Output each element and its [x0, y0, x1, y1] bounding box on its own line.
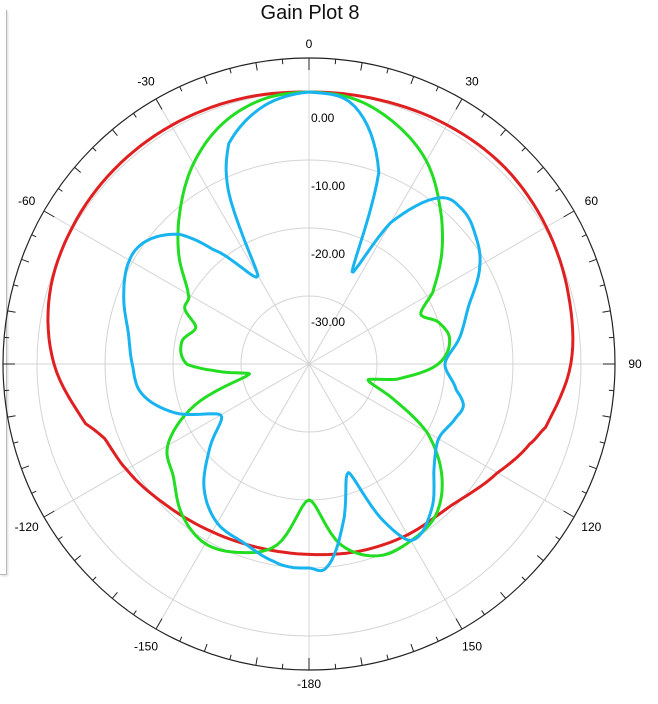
- grid-spoke: [308, 363, 575, 518]
- angle-tick: [536, 166, 544, 173]
- angle-tick: [111, 129, 118, 137]
- angle-label: -30: [137, 75, 155, 89]
- chart-title: Gain Plot 8: [260, 2, 360, 24]
- angle-tick: [481, 610, 485, 615]
- angle-label: -180: [297, 677, 321, 691]
- radial-label: -30.00: [311, 315, 345, 329]
- grid-spoke: [43, 363, 310, 518]
- angle-tick: [203, 643, 208, 652]
- angle-tick: [155, 618, 163, 630]
- grid-spoke: [43, 210, 310, 365]
- angle-label: 30: [465, 75, 479, 89]
- series-curve-3: [122, 90, 482, 573]
- angle-tick: [229, 654, 232, 660]
- angle-tick: [31, 490, 37, 494]
- angle-tick: [229, 68, 232, 74]
- angle-tick: [435, 86, 439, 92]
- angle-tick: [602, 310, 611, 313]
- angle-tick: [555, 536, 560, 540]
- side-panel-edge: [0, 10, 7, 575]
- angle-tick: [599, 284, 605, 287]
- angle-tick: [43, 510, 55, 518]
- grid-spoke: [155, 363, 310, 630]
- angle-tick: [599, 441, 605, 444]
- radial-label: 0.00: [311, 111, 335, 125]
- angle-tick: [179, 86, 183, 92]
- angle-tick: [435, 636, 439, 642]
- angle-label: 0: [306, 37, 313, 51]
- angle-tick: [111, 591, 118, 599]
- grid-spoke: [155, 98, 310, 365]
- angle-tick: [13, 441, 19, 444]
- angle-tick: [92, 576, 97, 581]
- grid-spoke: [308, 363, 463, 630]
- angle-tick: [255, 62, 258, 71]
- angle-tick: [58, 536, 63, 540]
- angle-label: -150: [134, 639, 158, 653]
- angle-label: 150: [462, 639, 482, 653]
- angle-tick: [481, 113, 485, 118]
- angle-tick: [255, 657, 258, 666]
- radial-label: -20.00: [311, 247, 345, 261]
- angle-tick: [92, 147, 97, 152]
- angle-tick: [7, 310, 16, 313]
- angle-tick: [58, 188, 63, 192]
- angle-tick: [500, 129, 507, 137]
- angle-tick: [74, 555, 82, 562]
- angle-label: 60: [585, 194, 599, 208]
- angle-tick: [203, 76, 208, 85]
- angle-tick: [581, 234, 587, 238]
- polar-grid: [2, 57, 616, 671]
- angle-tick: [386, 68, 389, 74]
- angle-tick: [31, 234, 37, 238]
- angle-label: -60: [18, 194, 36, 208]
- series-curves: [46, 90, 575, 573]
- angle-tick: [455, 618, 463, 630]
- angle-tick: [74, 166, 82, 173]
- angle-tick: [581, 490, 587, 494]
- angle-tick: [386, 654, 389, 660]
- angle-tick: [133, 113, 137, 118]
- angle-tick: [360, 657, 363, 666]
- grid-spoke: [308, 210, 575, 365]
- angle-tick: [500, 591, 507, 599]
- angle-tick: [521, 576, 526, 581]
- angle-tick: [410, 643, 415, 652]
- radial-label: -10.00: [311, 179, 345, 193]
- angle-tick: [7, 415, 16, 418]
- angle-tick: [13, 284, 19, 287]
- angle-label: 90: [628, 357, 642, 371]
- angle-tick: [410, 76, 415, 85]
- angle-tick: [179, 636, 183, 642]
- angle-tick: [588, 465, 597, 470]
- angle-label: -120: [15, 520, 39, 534]
- angle-tick: [563, 210, 575, 218]
- angle-tick: [155, 98, 163, 110]
- angle-tick: [43, 210, 55, 218]
- angle-tick: [360, 62, 363, 71]
- angle-tick: [21, 258, 30, 263]
- angle-tick: [455, 98, 463, 110]
- grid-spoke: [308, 98, 463, 365]
- series-curve-2: [165, 90, 452, 558]
- angle-tick: [536, 555, 544, 562]
- angle-tick: [563, 510, 575, 518]
- angle-ticks: [3, 58, 615, 670]
- angle-tick: [21, 465, 30, 470]
- radial-tick-labels: 0.00 -10.00 -20.00 -30.00: [311, 111, 345, 329]
- angle-tick: [555, 188, 560, 192]
- angle-tick: [602, 415, 611, 418]
- angle-tick: [521, 147, 526, 152]
- series-curve-1: [46, 90, 575, 557]
- angle-tick: [588, 258, 597, 263]
- angle-label: 120: [581, 520, 601, 534]
- angle-tick: [133, 610, 137, 615]
